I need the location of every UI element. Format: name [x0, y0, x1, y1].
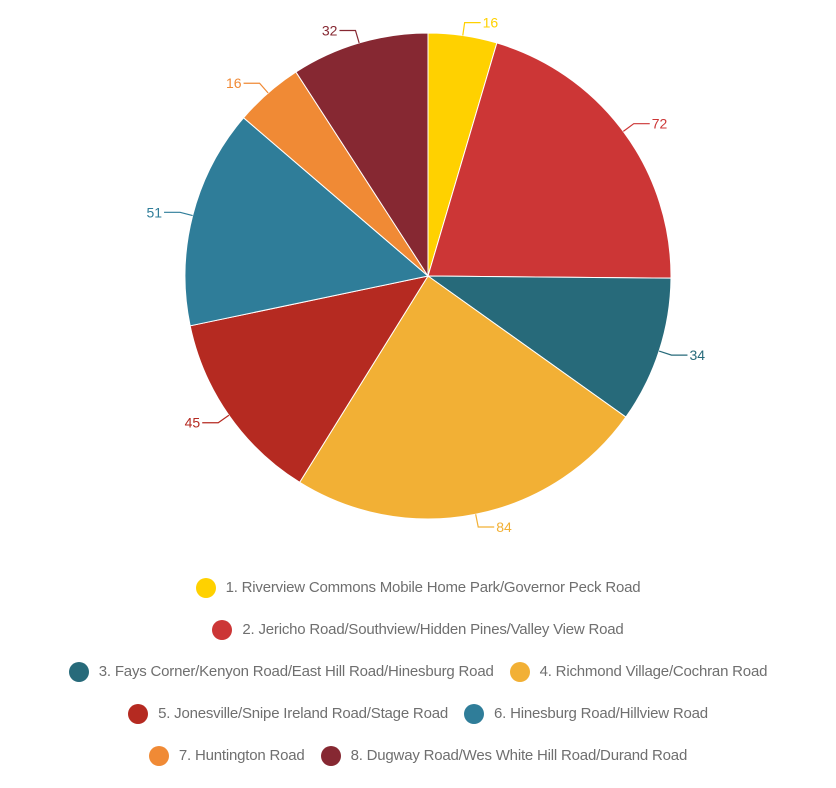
legend-label: 2. Jericho Road/Southview/Hidden Pines/V… [242, 621, 624, 638]
legend-row: 2. Jericho Road/Southview/Hidden Pines/V… [204, 620, 631, 640]
data-label: 84 [496, 519, 512, 535]
pie-slice[interactable] [426, 275, 672, 418]
legend-row: 1. Riverview Commons Mobile Home Park/Go… [188, 578, 649, 598]
data-label-leader-line [658, 350, 688, 356]
legend-swatch-icon [68, 662, 89, 682]
legend-label: 6. Hinesburg Road/Hillview Road [494, 705, 708, 722]
data-label-leader-line [243, 82, 269, 94]
legend-label: 5. Jonesville/Snipe Ireland Road/Stage R… [158, 705, 448, 722]
data-label: 34 [689, 347, 705, 363]
data-label-leader-line [475, 514, 495, 528]
legend-item[interactable]: 4. Richmond Village/Cochran Road [509, 662, 768, 682]
legend: 1. Riverview Commons Mobile Home Park/Go… [0, 578, 836, 788]
legend-row: 3. Fays Corner/Kenyon Road/East Hill Roa… [61, 662, 775, 682]
data-label: 72 [652, 116, 668, 132]
pie-slice[interactable] [189, 275, 430, 484]
legend-swatch-icon [464, 704, 484, 724]
data-label: 16 [483, 15, 499, 31]
legend-swatch-icon [212, 620, 233, 640]
legend-row: 7. Huntington Road 8. Dugway Road/Wes Wh… [141, 746, 695, 766]
pie-slice[interactable] [184, 117, 430, 327]
legend-item[interactable]: 7. Huntington Road [148, 746, 305, 766]
data-label-leader-line [462, 22, 481, 36]
data-label: 51 [146, 204, 162, 220]
pie-slice[interactable] [427, 42, 672, 279]
legend-item[interactable]: 5. Jonesville/Snipe Ireland Road/Stage R… [128, 704, 448, 724]
legend-label: 7. Huntington Road [178, 747, 305, 764]
legend-label: 8. Dugway Road/Wes White Hill Road/Duran… [350, 747, 688, 764]
legend-swatch-icon [320, 746, 341, 766]
legend-item[interactable]: 1. Riverview Commons Mobile Home Park/Go… [195, 578, 641, 598]
legend-swatch-icon [128, 704, 149, 724]
legend-label: 4. Richmond Village/Cochran Road [539, 663, 768, 680]
legend-label: 3. Fays Corner/Kenyon Road/East Hill Roa… [98, 663, 494, 680]
legend-swatch-icon [195, 578, 216, 598]
legend-item[interactable]: 3. Fays Corner/Kenyon Road/East Hill Roa… [68, 662, 494, 682]
data-label-leader-line [164, 211, 193, 217]
legend-item[interactable]: 6. Hinesburg Road/Hillview Road [464, 704, 708, 724]
data-label-leader-line [202, 414, 230, 424]
data-label-leader-line [339, 29, 360, 44]
pie-chart: 16 72 34 84 45 51 16 32 [146, 15, 705, 535]
data-label: 45 [185, 415, 201, 431]
data-label: 16 [226, 75, 242, 91]
data-label-leader-line [622, 123, 650, 132]
legend-item[interactable]: 8. Dugway Road/Wes White Hill Road/Duran… [320, 746, 688, 766]
pie-slice[interactable] [295, 32, 429, 278]
legend-item[interactable]: 2. Jericho Road/Southview/Hidden Pines/V… [212, 620, 624, 640]
data-label: 32 [322, 22, 338, 38]
legend-swatch-icon [148, 746, 169, 766]
legend-swatch-icon [509, 662, 530, 682]
legend-row: 5. Jonesville/Snipe Ireland Road/Stage R… [120, 704, 716, 724]
pie-slice[interactable] [298, 275, 627, 520]
legend-label: 1. Riverview Commons Mobile Home Park/Go… [225, 579, 641, 596]
